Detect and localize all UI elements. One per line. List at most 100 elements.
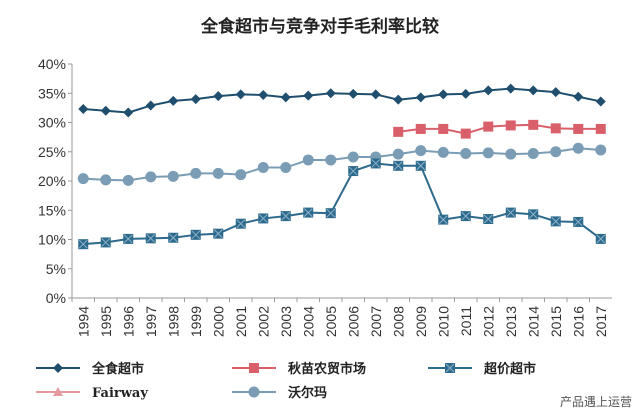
data-point [393, 126, 404, 137]
data-point [528, 119, 539, 130]
legend-item: 超价超市 [428, 361, 536, 377]
marker-cross [551, 217, 561, 226]
data-point [145, 171, 157, 183]
data-point [325, 154, 337, 166]
data-point [100, 174, 112, 186]
data-point [550, 123, 561, 134]
data-point [235, 169, 247, 181]
data-point [347, 151, 359, 163]
marker-cross [483, 214, 493, 224]
data-point [595, 96, 606, 107]
legend-item: Fairway [36, 386, 148, 401]
legend-label: 超价超市 [484, 361, 536, 377]
data-point [212, 167, 224, 179]
marker-cross [78, 239, 88, 249]
marker-cross [168, 233, 178, 243]
data-point [415, 145, 427, 157]
data-point [258, 90, 269, 101]
data-point [415, 92, 426, 103]
x-tick-label: 2013 [503, 306, 519, 337]
legend-label: Fairway [92, 386, 148, 401]
x-tick-label: 2010 [435, 306, 451, 337]
data-point [483, 85, 494, 96]
watermark: 产品遇上运营 [559, 395, 632, 409]
legend-item: 秋苗农贸市场 [232, 361, 366, 377]
data-point [393, 94, 404, 105]
data-point [595, 123, 606, 134]
data-point [482, 147, 494, 159]
legend-label: 秋苗农贸市场 [288, 361, 366, 377]
series-line [83, 162, 602, 246]
x-tick-label: 2011 [458, 306, 474, 336]
data-point [325, 88, 336, 99]
data-point [168, 95, 179, 106]
chart-title: 全食超市与竞争对手毛利率比较 [201, 17, 439, 37]
x-tick-label: 2003 [278, 306, 294, 337]
y-tick-label: 40% [38, 56, 66, 72]
marker-cross [573, 217, 583, 227]
x-tick-label: 2014 [525, 306, 541, 337]
data-point [460, 128, 471, 139]
data-point [190, 167, 202, 179]
data-point [280, 162, 292, 174]
legend-item: 全食超市 [36, 361, 144, 377]
data-point [392, 148, 404, 160]
series-0 [78, 83, 606, 118]
data-point [415, 123, 426, 134]
x-tick-label: 2012 [480, 306, 496, 337]
marker-cross [326, 208, 336, 218]
x-tick-label: 2006 [345, 306, 361, 337]
marker-cross [123, 234, 133, 244]
marker-cross [281, 211, 291, 221]
marker-cross [258, 214, 268, 223]
data-point [370, 89, 381, 100]
x-tick-label: 2000 [210, 306, 226, 337]
marker-cross [596, 234, 606, 244]
marker-cross [393, 161, 403, 171]
x-tick-label: 1998 [165, 306, 181, 337]
y-tick-label: 25% [38, 144, 66, 160]
marker-cross [101, 238, 111, 247]
data-point [78, 104, 89, 115]
data-point [280, 92, 291, 103]
data-point [235, 89, 246, 100]
data-point [550, 87, 561, 98]
y-tick-label: 5% [46, 261, 66, 277]
data-point [460, 88, 471, 99]
y-tick-label: 10% [38, 232, 66, 248]
series-line [83, 147, 601, 182]
series-line [398, 123, 601, 135]
x-tick-label: 1997 [143, 306, 159, 337]
data-point [303, 90, 314, 101]
marker-cross [506, 208, 516, 217]
x-tick-label: 2007 [368, 306, 384, 337]
legend-label: 沃尔玛 [288, 385, 327, 401]
data-point [123, 107, 134, 118]
data-point [77, 173, 89, 185]
legend-marker [249, 363, 259, 373]
data-point [550, 146, 562, 158]
legend-marker [53, 363, 63, 373]
x-tick-label: 2005 [323, 306, 339, 337]
marker-cross [348, 166, 358, 176]
x-tick-label: 2016 [570, 306, 586, 337]
data-point [505, 83, 516, 94]
x-tick-label: 1996 [120, 306, 136, 337]
legend-label: 全食超市 [91, 361, 144, 377]
marker-cross [303, 208, 313, 217]
y-tick-label: 15% [38, 202, 66, 218]
data-point [483, 121, 494, 132]
data-point [302, 154, 314, 166]
data-point [505, 148, 517, 160]
y-tick-label: 30% [38, 115, 66, 131]
data-point [437, 146, 449, 158]
data-point [460, 148, 472, 160]
data-point [527, 148, 539, 160]
marker-cross [191, 230, 201, 240]
x-tick-label: 1995 [98, 306, 114, 337]
series-line [83, 87, 601, 114]
series-4 [77, 142, 607, 186]
x-tick-label: 2009 [413, 306, 429, 337]
data-point [438, 89, 449, 100]
